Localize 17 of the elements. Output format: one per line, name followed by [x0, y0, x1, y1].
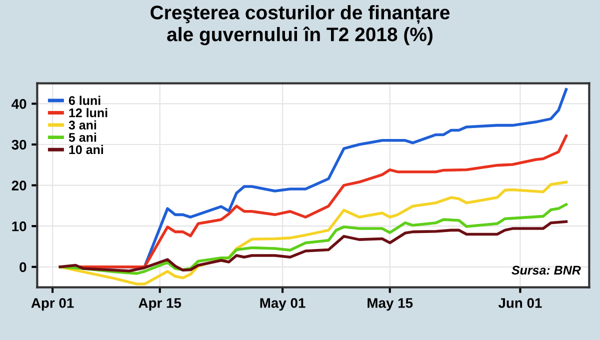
x-tick-label: Jun 01 — [498, 298, 542, 308]
legend-label: 5 ani — [68, 132, 96, 142]
chart-title: Creşterea costurilor de finanțare ale guvernului în T2 2018 (%) — [150, 5, 450, 46]
y-tick-label: 30 — [12, 140, 26, 150]
legend-label: 3 ani — [68, 120, 96, 130]
x-tick-label: May 15 — [368, 298, 413, 311]
annotation: Sursa: BNR — [512, 266, 581, 275]
x-tick-label: Apr 01 — [31, 298, 74, 311]
legend-label: 12 luni — [69, 108, 108, 118]
legend-label: 6 luni — [68, 96, 100, 105]
x-tick-label: May 01 — [260, 298, 306, 311]
legend-label: 10 ani — [69, 144, 103, 154]
x-tick-label: Apr 15 — [138, 298, 182, 311]
y-tick-label: 40 — [12, 99, 26, 109]
y-tick-label: 0 — [20, 262, 26, 272]
y-tick-label: 20 — [12, 180, 26, 190]
y-tick-label: 10 — [12, 221, 26, 232]
